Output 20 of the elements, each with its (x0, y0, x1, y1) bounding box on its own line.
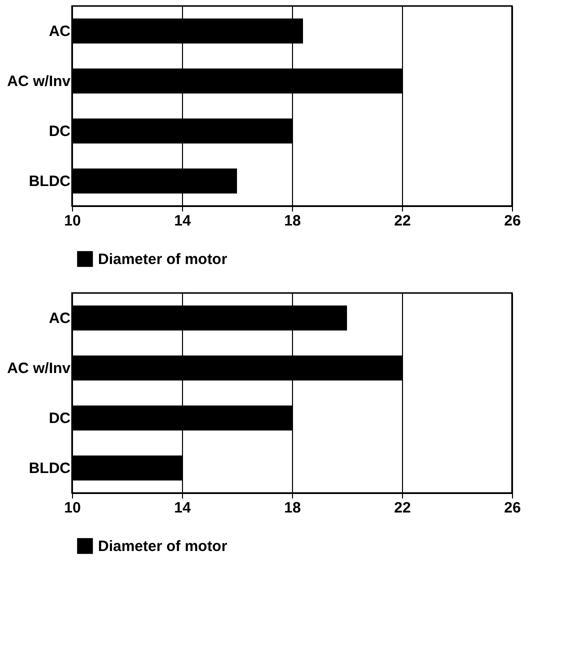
x-tick-label: 22 (394, 212, 411, 230)
x-tick-label: 26 (504, 212, 521, 230)
y-tick-label: AC (48, 23, 71, 40)
x-tick-label: 10 (64, 500, 81, 516)
x-tick-label: 18 (284, 212, 301, 230)
legend-label: Diameter of motor (98, 538, 228, 555)
x-tick-label: 10 (64, 212, 81, 230)
legend-label: Diameter of motor (98, 251, 228, 268)
y-tick-label: AC w/Inv (7, 73, 72, 90)
y-tick-label: AC w/Inv (7, 360, 72, 377)
y-tick-label: AC (48, 310, 71, 327)
x-tick-label: 26 (504, 500, 521, 516)
y-tick-label: BLDC (28, 460, 71, 477)
x-tick-label: 14 (174, 500, 192, 516)
x-tick-label: 18 (284, 500, 301, 516)
x-tick-label: 14 (174, 212, 192, 230)
y-tick-label: DC (48, 410, 71, 427)
y-tick-label: BLDC (28, 173, 71, 190)
x-tick-label: 22 (394, 500, 411, 516)
y-tick-label: DC (48, 123, 71, 140)
